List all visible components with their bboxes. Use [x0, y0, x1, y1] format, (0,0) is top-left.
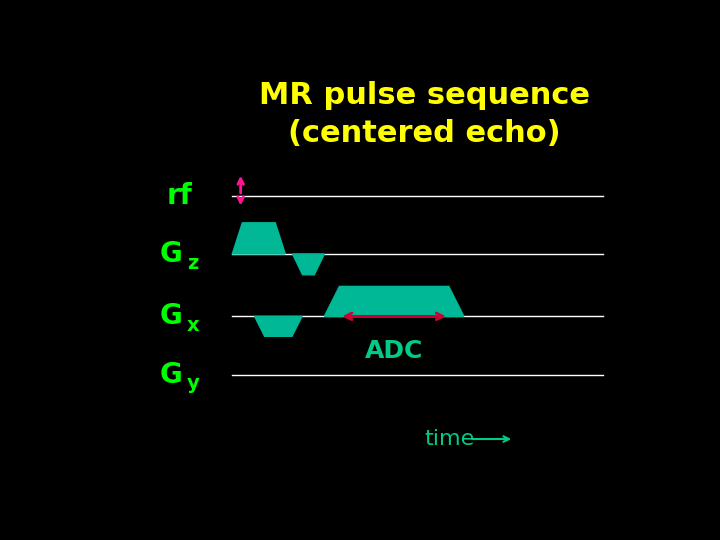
Text: z: z [188, 254, 199, 273]
Text: G: G [160, 240, 182, 268]
Text: G: G [160, 302, 182, 330]
Text: y: y [187, 374, 199, 393]
Polygon shape [324, 286, 464, 316]
Text: ADC: ADC [365, 339, 423, 363]
Text: G: G [160, 361, 182, 389]
Polygon shape [292, 254, 324, 275]
Text: MR pulse sequence: MR pulse sequence [259, 82, 590, 111]
Polygon shape [255, 316, 302, 336]
Polygon shape [233, 223, 285, 254]
Text: (centered echo): (centered echo) [289, 119, 561, 148]
Text: time: time [425, 429, 475, 449]
Text: x: x [187, 316, 199, 335]
Text: rf: rf [166, 182, 192, 210]
